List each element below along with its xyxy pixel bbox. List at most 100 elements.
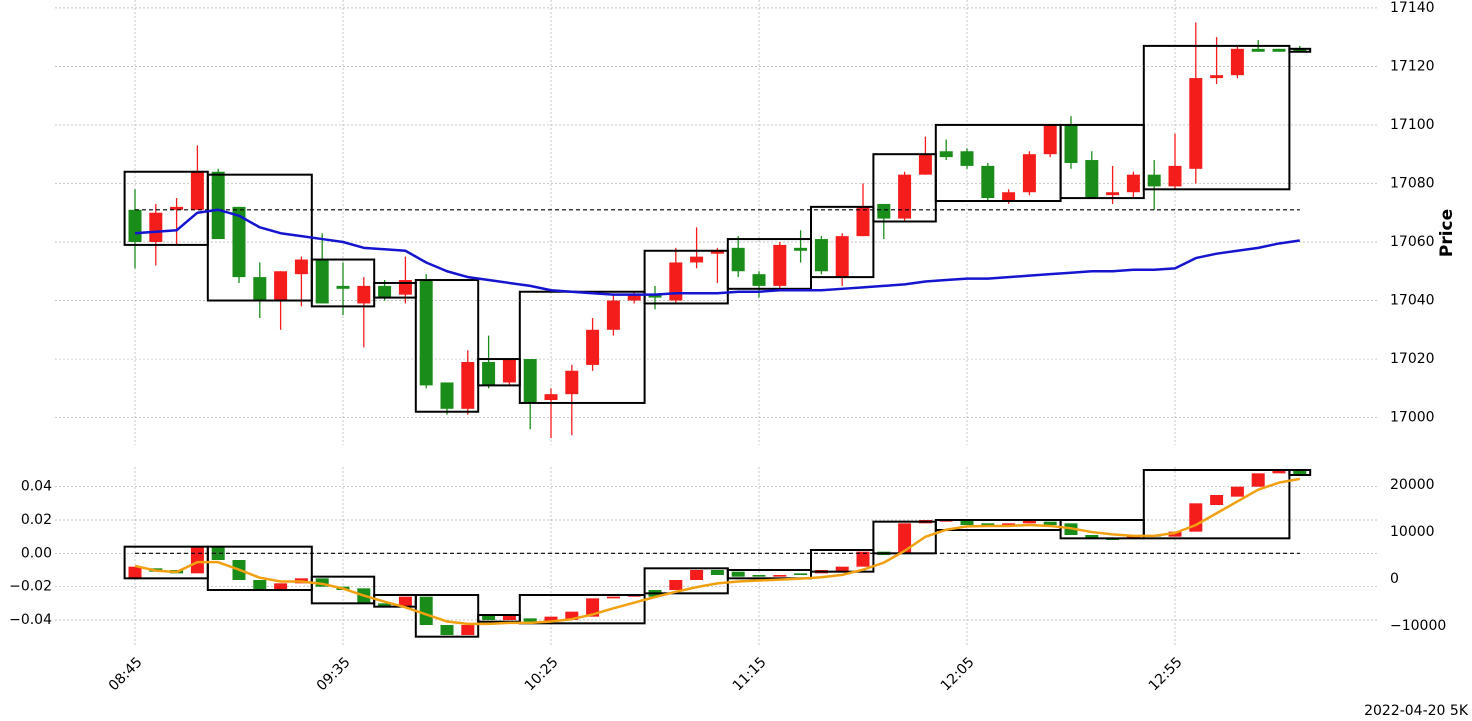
range-box	[726, 569, 812, 580]
candle-body	[190, 546, 204, 574]
candle-body	[1251, 48, 1265, 52]
candle-body	[586, 329, 600, 365]
candle-body	[1043, 521, 1057, 525]
candle-body	[523, 359, 537, 403]
candle-body	[898, 523, 912, 554]
x-tick-label: 08:45	[106, 654, 146, 694]
candle-body	[1022, 520, 1036, 524]
candle-body	[690, 256, 704, 263]
candle-body	[648, 294, 662, 298]
y-tick-label: 0.04	[21, 479, 52, 495]
candle-body	[190, 171, 204, 210]
footer: 2022-04-20 5K	[1364, 703, 1469, 719]
candle-body	[690, 570, 704, 580]
y-tick-label: 17120	[1390, 58, 1435, 74]
candle-body	[731, 247, 745, 272]
candle-body	[419, 596, 433, 625]
range-box	[518, 594, 646, 625]
candle-body	[752, 274, 766, 286]
y-tick-label: −0.02	[9, 579, 52, 595]
candle-body	[502, 359, 516, 383]
candle-body	[440, 382, 454, 409]
candle-body	[253, 580, 267, 590]
candle-body	[1230, 486, 1244, 497]
candle-body	[357, 285, 371, 304]
candle-body	[669, 262, 683, 301]
range-box	[1142, 44, 1291, 191]
y-tick-label: 17060	[1390, 234, 1435, 250]
y-tick-label: 17000	[1390, 410, 1435, 426]
candle-body	[274, 271, 288, 301]
candle-body	[856, 551, 870, 567]
candle-body	[1251, 473, 1265, 487]
y-tick-label: 17140	[1390, 0, 1435, 16]
candle-body	[606, 300, 620, 330]
y-tick-label: 20000	[1390, 477, 1435, 493]
candle-body	[232, 206, 246, 278]
range-box	[1288, 47, 1312, 53]
candle-body	[814, 239, 828, 272]
range-box	[810, 549, 875, 573]
candle-body	[877, 203, 891, 219]
candle-body	[856, 206, 870, 237]
range-box	[414, 279, 480, 413]
candle-body	[253, 277, 267, 301]
y-tick-label: 17100	[1390, 117, 1435, 133]
candle-body	[1293, 48, 1307, 52]
candle-body	[461, 361, 475, 409]
y-tick-label: 10000	[1390, 524, 1435, 540]
candle-body	[752, 575, 766, 577]
candle-body	[315, 259, 329, 304]
candle-body	[211, 546, 225, 560]
y-tick-label: 17080	[1390, 175, 1435, 191]
range-box	[934, 123, 1062, 203]
candle-body	[898, 174, 912, 219]
candle-body	[294, 259, 308, 275]
candle-body	[1126, 174, 1140, 193]
candle-body	[1043, 124, 1057, 155]
candle-body	[960, 151, 974, 166]
candle-body	[710, 570, 724, 575]
candle-body	[378, 603, 392, 607]
candle-body	[1293, 470, 1307, 475]
range-box	[1142, 469, 1291, 540]
candle-body	[1272, 470, 1286, 474]
candle-body	[939, 151, 953, 158]
candle-body	[731, 571, 745, 577]
candle-body	[482, 361, 496, 386]
range-box	[643, 567, 729, 595]
candle-body	[1002, 192, 1016, 202]
candle-body	[794, 247, 808, 251]
candle-body	[149, 212, 163, 242]
candle-body	[1189, 78, 1203, 169]
x-tick-label: 09:35	[314, 654, 354, 694]
candle-body	[128, 209, 142, 242]
candle-body	[544, 616, 558, 622]
candle-body	[835, 236, 849, 278]
range-box	[1288, 469, 1312, 476]
range-box	[810, 205, 875, 279]
candle-body	[1168, 165, 1182, 187]
x-tick-label: 12:05	[938, 654, 978, 694]
candle-body	[710, 250, 724, 254]
candle-body	[128, 566, 142, 579]
y-tick-label: 17040	[1390, 293, 1435, 309]
candle-body	[586, 598, 600, 617]
x-tick-label: 11:15	[730, 654, 770, 694]
candle-body	[440, 625, 454, 635]
candle-body	[773, 575, 787, 577]
candle-body	[981, 165, 995, 199]
y-tick-label: −0.04	[9, 612, 52, 628]
candle-body	[835, 566, 849, 572]
candle-body	[565, 611, 579, 620]
candle-body	[1272, 48, 1286, 52]
candle-body	[669, 580, 683, 590]
candle-body	[1106, 192, 1120, 196]
candle-body	[1064, 124, 1078, 163]
candle-body	[482, 615, 496, 620]
candle-body	[419, 280, 433, 386]
candle-body	[565, 370, 579, 395]
y-axis-label: Price	[1437, 209, 1457, 257]
candle-body	[523, 618, 537, 622]
